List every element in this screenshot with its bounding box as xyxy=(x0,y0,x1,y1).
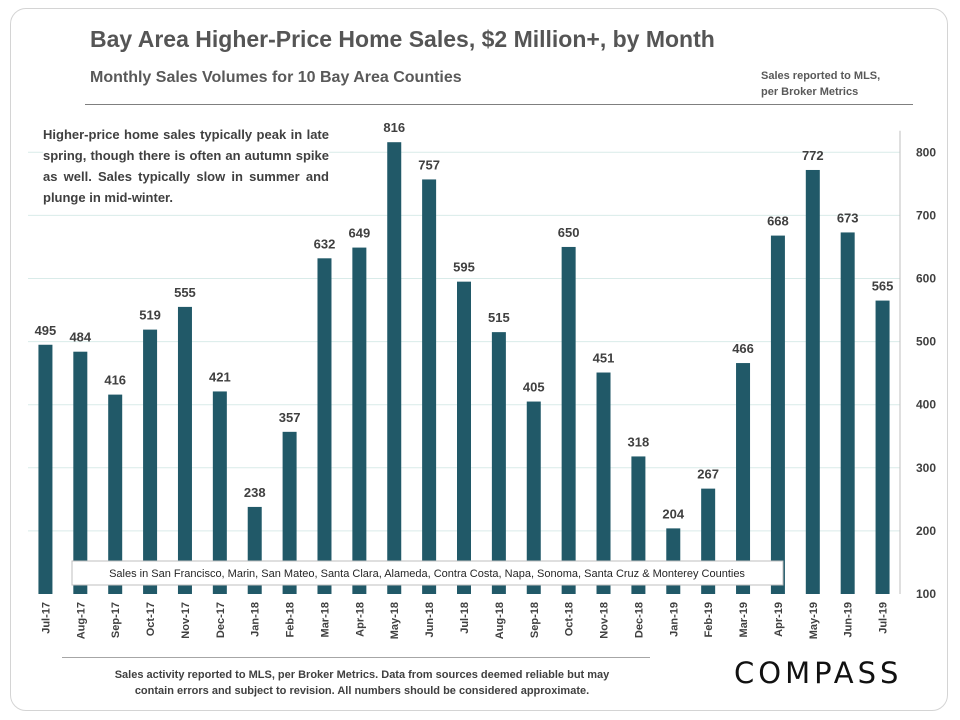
x-tick-label: Nov-17 xyxy=(180,602,192,639)
bar xyxy=(770,235,785,595)
y-tick-label: 200 xyxy=(916,524,936,538)
y-tick-label: 600 xyxy=(916,272,936,286)
bar xyxy=(108,394,123,594)
bar xyxy=(631,456,646,594)
data-label: 451 xyxy=(593,351,615,366)
x-tick-label: Oct-18 xyxy=(564,602,576,636)
data-label: 519 xyxy=(139,308,161,323)
data-label: 416 xyxy=(104,373,126,388)
bar xyxy=(875,300,890,594)
data-label: 238 xyxy=(244,485,266,500)
bar xyxy=(212,391,227,594)
x-tick-label: May-18 xyxy=(389,602,401,639)
chart-title: Bay Area Higher-Price Home Sales, $2 Mil… xyxy=(90,26,715,52)
x-tick-label: Apr-18 xyxy=(354,602,366,637)
footer-divider xyxy=(62,657,650,658)
bar xyxy=(387,142,402,595)
footer-disclaimer: Sales activity reported to MLS, per Brok… xyxy=(62,667,662,699)
footer-line-1: Sales activity reported to MLS, per Brok… xyxy=(114,669,610,681)
data-label: 357 xyxy=(279,410,301,425)
x-tick-label: Jan-18 xyxy=(250,602,262,637)
x-tick-label: Mar-19 xyxy=(738,602,750,637)
x-tick-label: Feb-18 xyxy=(285,602,297,637)
x-tick-label: Dec-18 xyxy=(633,602,645,638)
bar xyxy=(38,344,53,594)
x-tick-label: Sep-18 xyxy=(529,602,541,638)
data-label: 466 xyxy=(732,341,754,356)
x-tick-label: Jul-17 xyxy=(40,602,52,634)
footer-line-2: contain errors and subject to revision. … xyxy=(134,685,590,697)
county-legend-box xyxy=(71,560,784,586)
county-legend-text: Sales in San Francisco, Marin, San Mateo… xyxy=(109,568,745,580)
bar xyxy=(352,247,367,594)
source-note: Sales reported to MLS, per Broker Metric… xyxy=(761,68,880,100)
chart-frame xyxy=(10,8,948,711)
bar xyxy=(422,179,437,595)
y-tick-label: 400 xyxy=(916,398,936,412)
x-tick-label: Jul-19 xyxy=(878,602,890,634)
x-tick-label: Aug-18 xyxy=(494,602,506,639)
x-tick-label: Nov-18 xyxy=(599,602,611,639)
x-tick-label: May-19 xyxy=(808,602,820,639)
x-tick-label: Dec-17 xyxy=(215,602,227,638)
data-label: 495 xyxy=(35,323,57,338)
source-note-line-2: per Broker Metrics xyxy=(761,86,859,98)
bar xyxy=(177,306,192,594)
data-label: 757 xyxy=(418,157,440,172)
data-label: 555 xyxy=(174,285,196,300)
data-label: 595 xyxy=(453,260,475,275)
x-tick-label: Oct-17 xyxy=(145,602,157,636)
data-label: 405 xyxy=(523,380,545,395)
x-tick-label: Mar-18 xyxy=(319,602,331,637)
bar xyxy=(561,246,576,594)
data-label: 668 xyxy=(767,214,789,229)
x-tick-label: Jun-18 xyxy=(424,602,436,637)
data-label: 318 xyxy=(628,434,650,449)
bar xyxy=(526,401,541,594)
bar xyxy=(491,332,506,594)
data-label: 649 xyxy=(349,226,371,241)
chart-annotation: Higher-price home sales typically peak i… xyxy=(43,124,329,208)
data-label: 816 xyxy=(383,120,405,135)
data-label: 565 xyxy=(872,279,894,294)
data-label: 515 xyxy=(488,310,510,325)
bar xyxy=(596,372,611,594)
y-tick-label: 500 xyxy=(916,335,936,349)
data-label: 421 xyxy=(209,369,231,384)
bar xyxy=(840,232,855,594)
y-tick-label: 100 xyxy=(916,587,936,601)
x-tick-label: Feb-19 xyxy=(703,602,715,637)
data-label: 772 xyxy=(802,148,824,163)
bar xyxy=(736,363,751,594)
x-tick-label: Jul-18 xyxy=(459,602,471,634)
data-label: 673 xyxy=(837,210,859,225)
x-tick-label: Jun-19 xyxy=(843,602,855,637)
bar xyxy=(73,351,88,594)
data-label: 204 xyxy=(662,506,684,521)
header-divider xyxy=(85,104,913,105)
x-tick-label: Jan-19 xyxy=(668,602,680,637)
x-tick-label: Apr-19 xyxy=(773,602,785,637)
chart-subtitle: Monthly Sales Volumes for 10 Bay Area Co… xyxy=(90,69,462,86)
data-label: 484 xyxy=(69,330,91,345)
data-label: 632 xyxy=(314,236,336,251)
y-tick-label: 300 xyxy=(916,461,936,475)
bar xyxy=(457,281,471,594)
data-label: 267 xyxy=(697,467,719,482)
source-note-line-1: Sales reported to MLS, xyxy=(761,70,881,82)
data-label: 650 xyxy=(558,225,580,240)
bar xyxy=(805,169,820,594)
compass-logo: COMPASS xyxy=(734,656,903,690)
bar xyxy=(317,258,332,594)
bar xyxy=(143,329,158,594)
x-tick-label: Aug-17 xyxy=(75,602,87,639)
bar xyxy=(282,431,297,594)
y-tick-label: 700 xyxy=(916,208,936,222)
y-tick-label: 800 xyxy=(916,145,936,159)
x-tick-label: Sep-17 xyxy=(110,602,122,638)
